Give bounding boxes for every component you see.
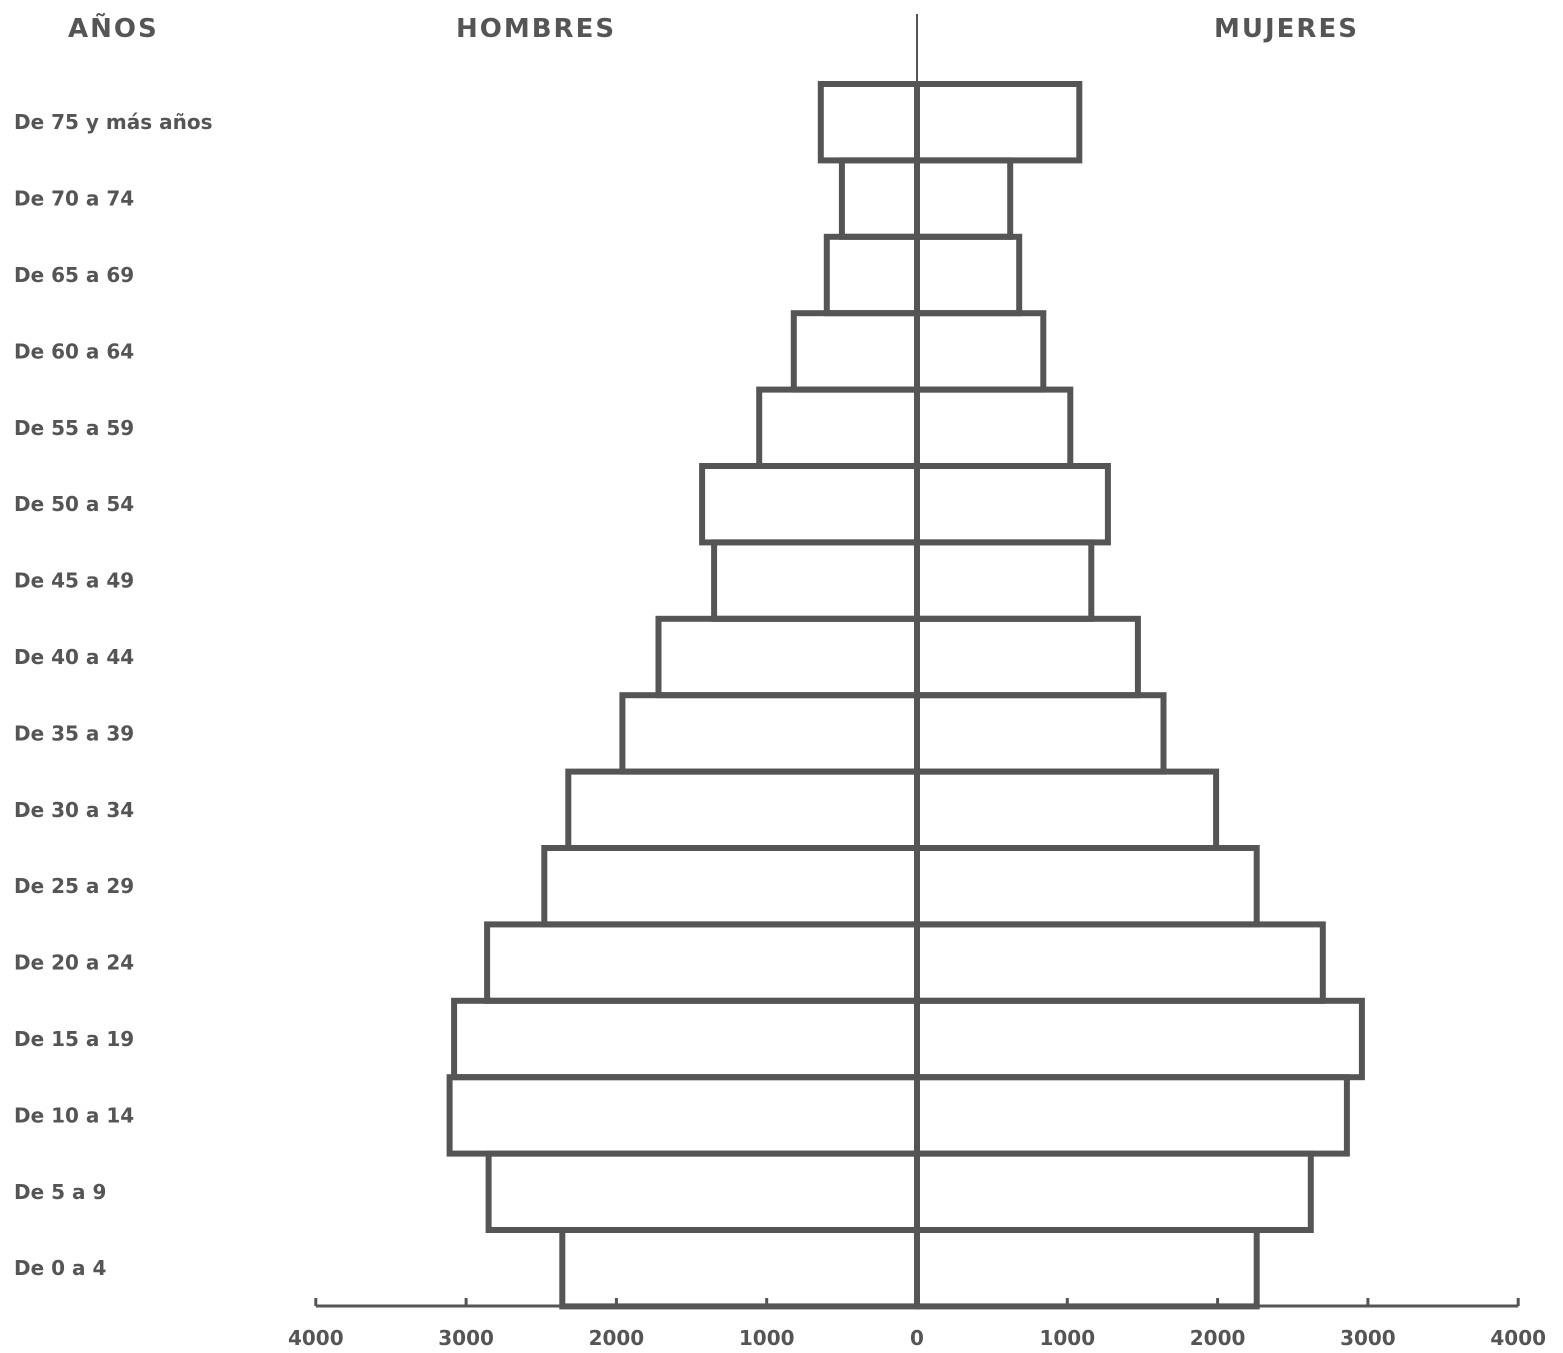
bar-hombres-7 bbox=[655, 615, 920, 699]
bar-mujeres-0 bbox=[914, 81, 1083, 164]
age-label-5: De 50 a 54 bbox=[14, 492, 134, 516]
x-tick-label-8: 4000 bbox=[1490, 1326, 1546, 1350]
bar-mujeres-8 bbox=[914, 692, 1167, 775]
bar-mujeres-11 bbox=[914, 921, 1326, 1004]
x-tick-label-7: 3000 bbox=[1340, 1326, 1396, 1350]
bar-hombres-6 bbox=[711, 539, 920, 622]
bar-mujeres-13 bbox=[914, 1074, 1350, 1157]
bar-hombres-15 bbox=[559, 1227, 920, 1310]
age-label-2: De 65 a 69 bbox=[14, 263, 134, 287]
bar-mujeres-12 bbox=[914, 997, 1365, 1081]
age-label-12: De 15 a 19 bbox=[14, 1027, 134, 1051]
age-label-9: De 30 a 34 bbox=[14, 798, 134, 822]
women-header: MUJERES bbox=[1214, 14, 1359, 44]
bar-mujeres-14 bbox=[914, 1150, 1314, 1233]
age-label-10: De 25 a 29 bbox=[14, 874, 134, 898]
bar-hombres-3 bbox=[790, 310, 920, 393]
bar-mujeres-2 bbox=[914, 233, 1023, 317]
bar-mujeres-1 bbox=[914, 157, 1014, 240]
bar-mujeres-5 bbox=[914, 463, 1111, 546]
age-label-14: De 5 a 9 bbox=[14, 1180, 106, 1204]
bar-hombres-2 bbox=[823, 233, 920, 317]
age-label-1: De 70 a 74 bbox=[14, 187, 134, 211]
age-label-6: De 45 a 49 bbox=[14, 569, 134, 593]
age-column-header: AÑOS bbox=[68, 14, 159, 44]
x-tick-label-1: 3000 bbox=[438, 1326, 494, 1350]
x-tick-label-5: 1000 bbox=[1039, 1326, 1095, 1350]
age-label-4: De 55 a 59 bbox=[14, 416, 134, 440]
x-tick-label-2: 2000 bbox=[589, 1326, 645, 1350]
age-label-0: De 75 y más años bbox=[14, 110, 213, 134]
bar-mujeres-10 bbox=[914, 845, 1260, 928]
bar-hombres-4 bbox=[756, 386, 921, 470]
bar-hombres-9 bbox=[565, 768, 920, 851]
age-label-13: De 10 a 14 bbox=[14, 1103, 134, 1127]
bar-hombres-10 bbox=[541, 845, 920, 928]
bar-hombres-14 bbox=[485, 1150, 920, 1233]
bar-mujeres-4 bbox=[914, 386, 1074, 470]
age-label-7: De 40 a 44 bbox=[14, 645, 134, 669]
bar-hombres-5 bbox=[699, 463, 920, 546]
age-label-15: De 0 a 4 bbox=[14, 1256, 106, 1280]
bar-mujeres-15 bbox=[914, 1227, 1260, 1310]
age-label-8: De 35 a 39 bbox=[14, 721, 134, 745]
bar-hombres-11 bbox=[484, 921, 920, 1004]
x-tick-label-3: 1000 bbox=[739, 1326, 795, 1350]
bar-hombres-8 bbox=[619, 692, 921, 775]
men-header: HOMBRES bbox=[456, 14, 617, 44]
bar-hombres-12 bbox=[451, 997, 920, 1081]
bar-mujeres-3 bbox=[914, 310, 1047, 393]
age-label-11: De 20 a 24 bbox=[14, 951, 134, 975]
x-tick-label-0: 4000 bbox=[288, 1326, 344, 1350]
bar-mujeres-6 bbox=[914, 539, 1095, 622]
x-tick-label-6: 2000 bbox=[1190, 1326, 1246, 1350]
bar-hombres-13 bbox=[446, 1074, 920, 1157]
bar-hombres-0 bbox=[817, 81, 920, 164]
x-tick-label-4: 0 bbox=[910, 1326, 924, 1350]
bar-mujeres-9 bbox=[914, 768, 1220, 851]
bar-mujeres-7 bbox=[914, 615, 1141, 699]
age-label-3: De 60 a 64 bbox=[14, 339, 134, 363]
bar-hombres-1 bbox=[838, 157, 921, 240]
